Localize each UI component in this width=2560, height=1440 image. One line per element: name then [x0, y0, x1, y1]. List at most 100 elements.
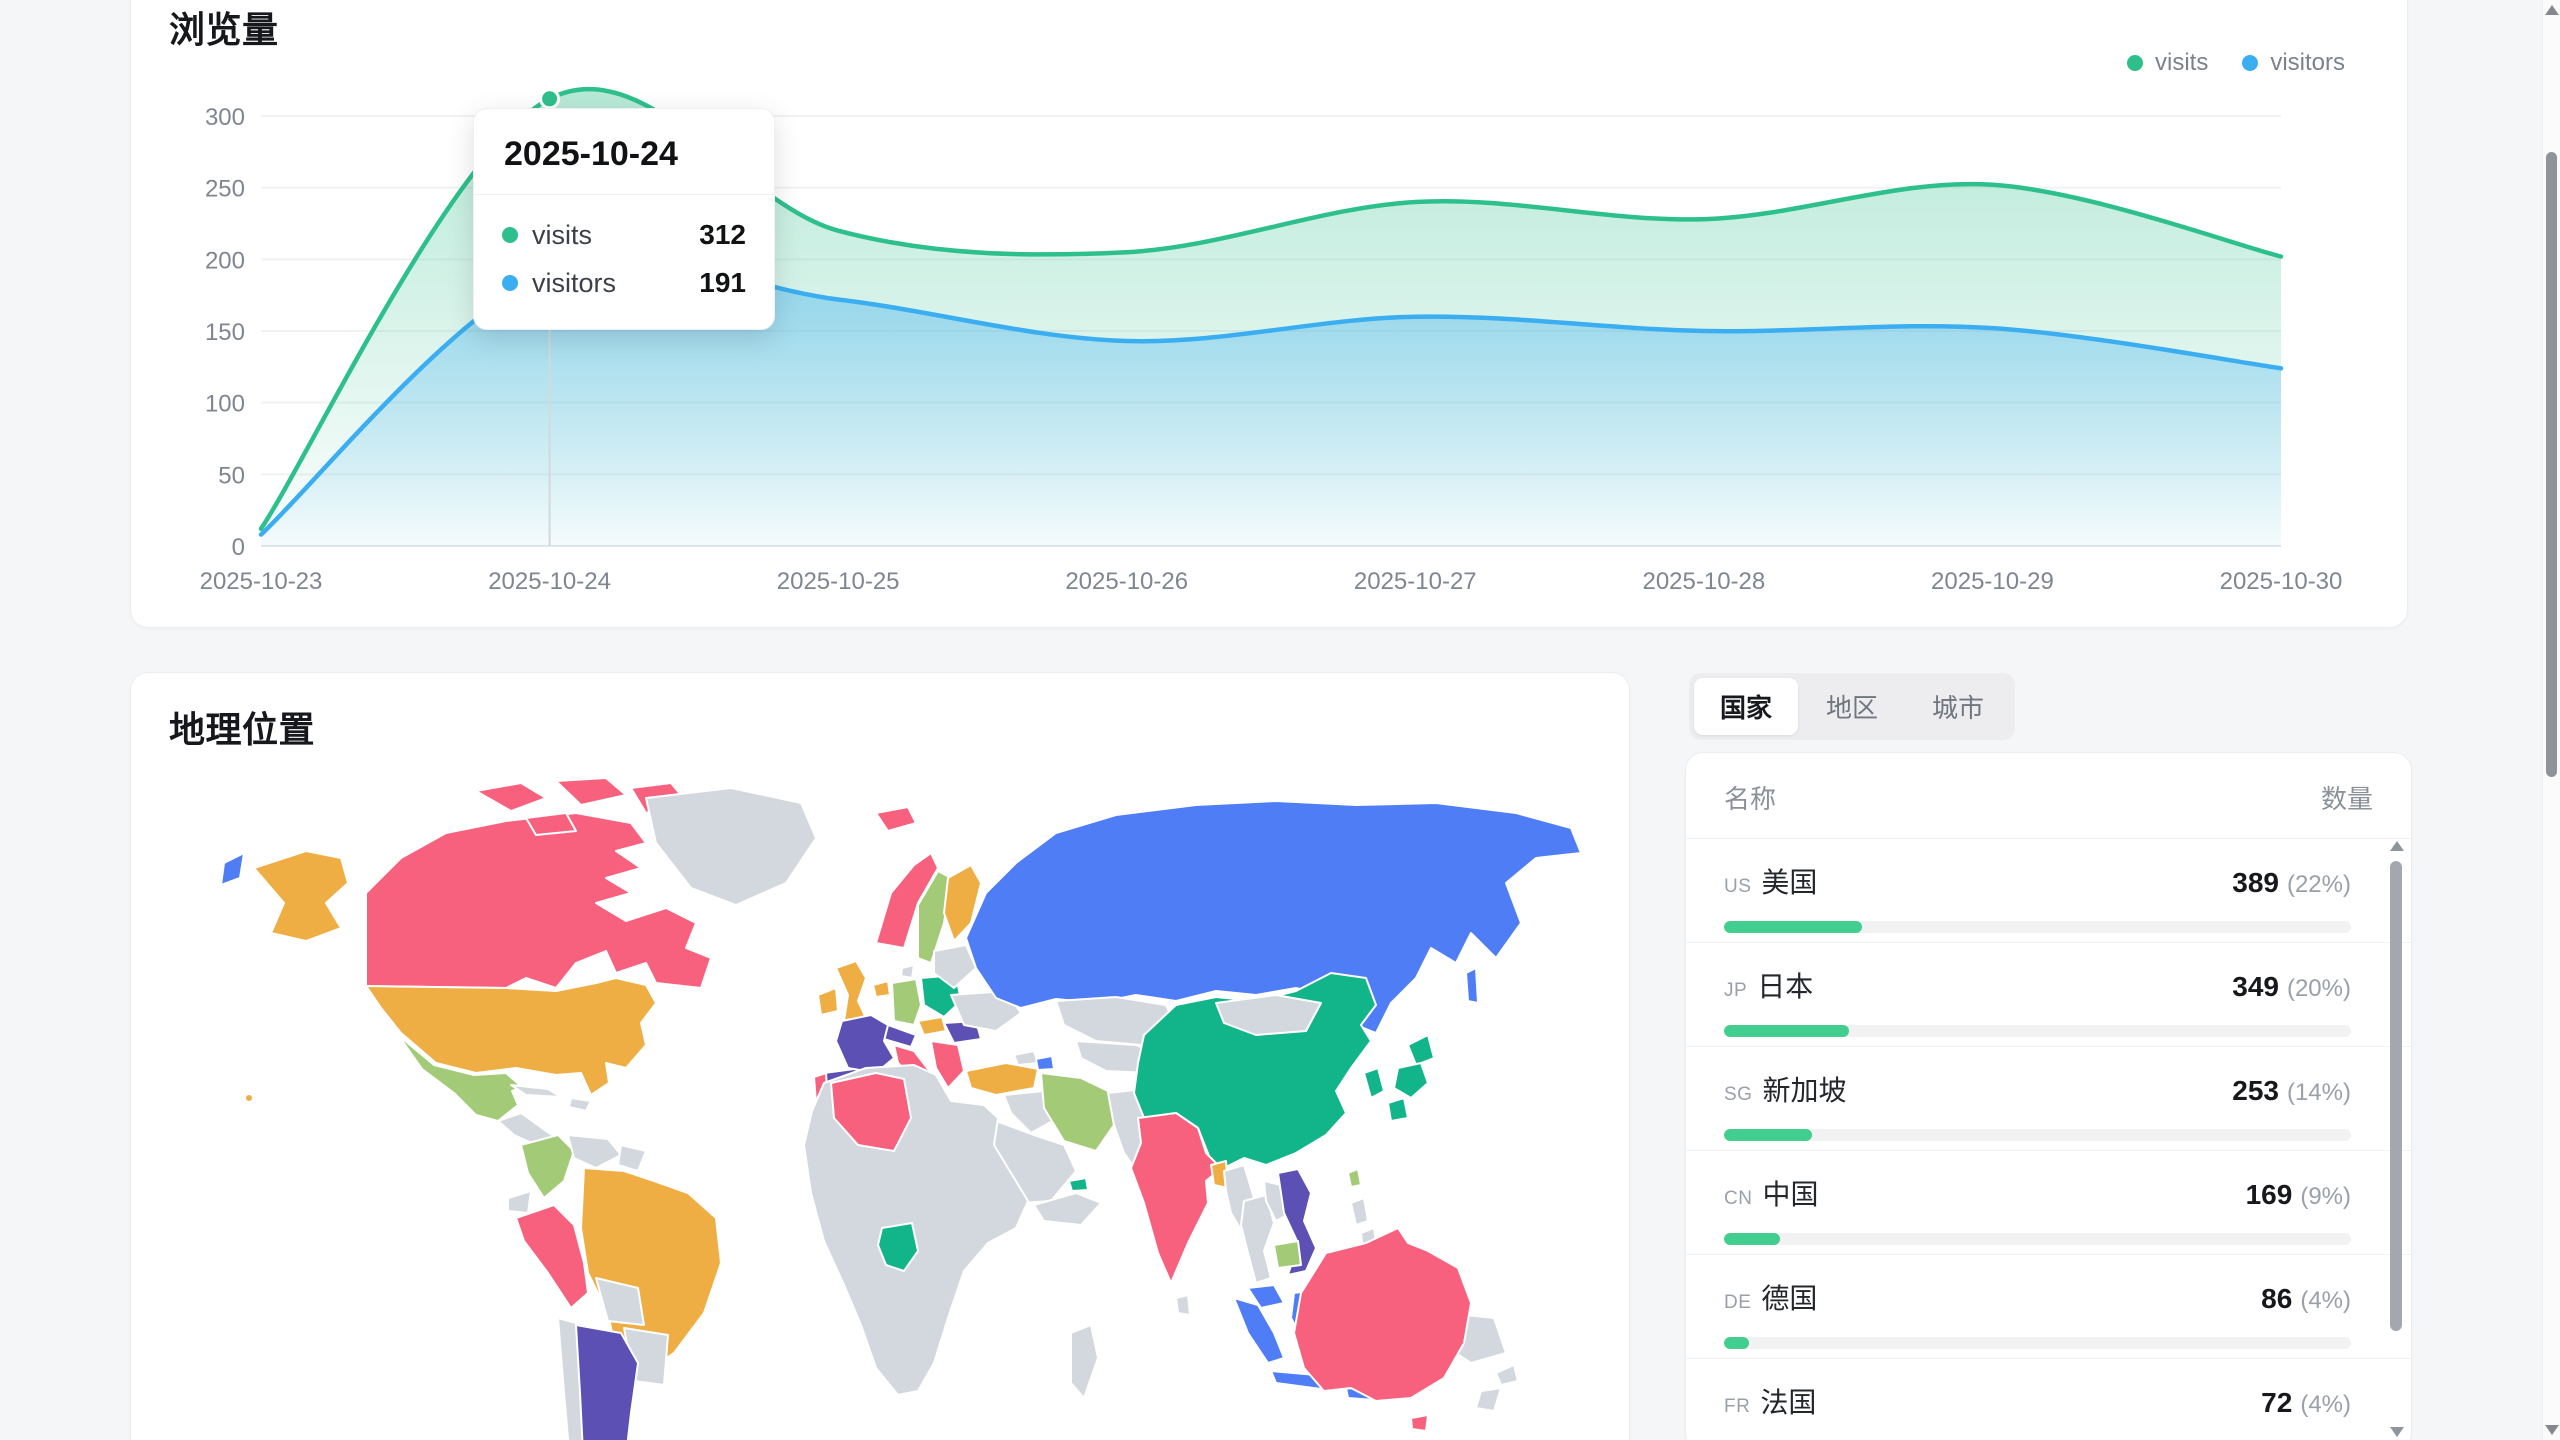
map-country-ecuador[interactable]: [507, 1190, 532, 1214]
country-row[interactable]: US 美国 389 (22%): [1686, 839, 2411, 943]
map-country-japan[interactable]: [1387, 1097, 1409, 1122]
map-country-germany[interactable]: [891, 978, 922, 1026]
tab-country[interactable]: 国家: [1694, 678, 1799, 735]
map-country-canada[interactable]: [555, 777, 627, 806]
map-country-argentina[interactable]: [575, 1324, 639, 1440]
map-country-philippines[interactable]: [1350, 1197, 1369, 1226]
map-country-south-korea[interactable]: [1363, 1067, 1385, 1099]
page-scrollbar-thumb[interactable]: [2546, 152, 2557, 777]
map-region-sakhalin[interactable]: [1465, 967, 1479, 1004]
country-name: 美国: [1761, 867, 1818, 898]
map-country-mexico[interactable]: [397, 1034, 523, 1122]
country-percent: (22%): [2286, 871, 2351, 898]
x-axis-label: 2025-10-24: [488, 568, 611, 595]
country-row[interactable]: DE 德国 86 (4%): [1686, 1255, 2411, 1359]
map-country-iran[interactable]: [1040, 1072, 1115, 1152]
map-country-ireland[interactable]: [817, 987, 839, 1016]
legend-item-visits[interactable]: visits: [2126, 49, 2208, 77]
tooltip-visitors-label: visitors: [532, 267, 617, 298]
map-country-norway[interactable]: [875, 852, 939, 949]
map-country-new-zealand[interactable]: [1495, 1364, 1519, 1386]
map-country-sri-lanka[interactable]: [1175, 1294, 1191, 1316]
map-country-mongolia[interactable]: [1215, 994, 1322, 1036]
country-bar-fill: [1724, 1233, 1781, 1245]
map-country-czechia[interactable]: [917, 1016, 947, 1036]
map-country-canada[interactable]: [475, 782, 547, 812]
map-country-brazil[interactable]: [580, 1167, 722, 1379]
map-country-nigeria[interactable]: [877, 1222, 919, 1272]
map-region-africa[interactable]: [803, 1064, 1029, 1396]
country-code: FR: [1724, 1396, 1751, 1417]
views-card: 浏览量 visits visitors 0 50 100 150 200 250 300 2…: [130, 0, 2408, 628]
map-country-vietnam[interactable]: [1277, 1168, 1317, 1276]
tab-region[interactable]: 地区: [1826, 693, 1879, 723]
map-country-cuba[interactable]: [510, 1084, 562, 1098]
map-country-sweden[interactable]: [917, 870, 952, 964]
map-country-alaska[interactable]: [253, 850, 349, 942]
scroll-down-icon[interactable]: [2390, 1427, 2404, 1437]
map-country-japan[interactable]: [1393, 1062, 1429, 1099]
country-row[interactable]: FR 法国 72 (4%): [1686, 1359, 2411, 1440]
map-country-japan[interactable]: [1407, 1034, 1435, 1066]
map-region-guyanas[interactable]: [617, 1144, 647, 1172]
country-value: 169: [2245, 1179, 2293, 1210]
map-country-madagascar[interactable]: [1070, 1324, 1099, 1399]
map-country-greenland[interactable]: [645, 787, 817, 906]
map-country-peru[interactable]: [515, 1204, 589, 1309]
map-country-turkey[interactable]: [965, 1062, 1039, 1096]
map-country-france[interactable]: [835, 1014, 895, 1074]
page-scrollbar[interactable]: [2542, 0, 2560, 1440]
country-row[interactable]: JP 日本 349 (20%): [1686, 943, 2411, 1047]
chart-tooltip: 2025-10-24 visits 312 visitors 191: [473, 108, 775, 330]
country-bar-fill: [1724, 1337, 1750, 1349]
views-card-title: 浏览量: [169, 9, 279, 50]
map-country-cambodia[interactable]: [1273, 1240, 1302, 1269]
map-country-azerbaijan[interactable]: [1035, 1055, 1055, 1071]
map-country-new-zealand[interactable]: [1475, 1387, 1502, 1412]
map-country-usa[interactable]: [365, 977, 657, 1096]
map-country-venezuela[interactable]: [567, 1134, 622, 1169]
x-axis-label: 2025-10-27: [1354, 568, 1477, 595]
visitors-dot-icon: [502, 275, 518, 291]
table-scrollbar-thumb[interactable]: [2390, 861, 2402, 1331]
map-country-australia[interactable]: [1410, 1414, 1429, 1432]
map-country-bolivia[interactable]: [595, 1277, 645, 1326]
map-region-balkans[interactable]: [930, 1040, 965, 1089]
country-table-card: 名称 数量 US 美国 389 (22%) JP 日本 349 (20%) SG…: [1685, 752, 2412, 1440]
country-code: SG: [1724, 1084, 1753, 1105]
map-country-algeria[interactable]: [830, 1072, 912, 1152]
country-row[interactable]: SG 新加坡 253 (14%): [1686, 1047, 2411, 1151]
map-country-russia-east[interactable]: [220, 852, 245, 886]
map-country-uk[interactable]: [835, 960, 867, 1022]
map-country-uae[interactable]: [1068, 1177, 1089, 1192]
legend-item-visitors[interactable]: visitors: [2242, 49, 2345, 77]
geo-card: 地理位置: [130, 672, 1630, 1440]
scroll-down-icon[interactable]: [2545, 1425, 2559, 1435]
map-country-iceland[interactable]: [875, 806, 917, 832]
map-country-canada[interactable]: [525, 812, 577, 836]
map-region-benelux[interactable]: [872, 980, 891, 998]
map-country-hawaii[interactable]: [244, 1093, 254, 1103]
map-region-hispaniola[interactable]: [568, 1097, 592, 1112]
map-country-indonesia[interactable]: [1233, 1297, 1285, 1364]
country-row[interactable]: CN 中国 169 (9%): [1686, 1151, 2411, 1255]
map-country-denmark[interactable]: [900, 964, 915, 979]
table-scrollbar[interactable]: [2389, 841, 2404, 1437]
map-region-yemen-oman[interactable]: [1033, 1192, 1102, 1226]
country-value: 349: [2232, 971, 2279, 1002]
map-region-baltics[interactable]: [933, 944, 977, 989]
map-country-malaysia[interactable]: [1247, 1284, 1285, 1309]
map-region-alpine[interactable]: [883, 1024, 917, 1048]
map-country-finland[interactable]: [943, 864, 982, 942]
map-country-australia[interactable]: [1293, 1227, 1472, 1402]
country-value: 72: [2261, 1387, 2293, 1418]
scroll-up-icon[interactable]: [2390, 841, 2404, 851]
map-country-taiwan[interactable]: [1347, 1168, 1362, 1188]
map-country-colombia[interactable]: [520, 1134, 575, 1199]
tab-city[interactable]: 城市: [1932, 693, 1985, 723]
scroll-up-icon[interactable]: [2545, 5, 2559, 15]
map-country-india[interactable]: [1130, 1112, 1222, 1284]
map-country-canada[interactable]: [365, 812, 712, 989]
map-region-caucasus[interactable]: [1013, 1050, 1039, 1066]
